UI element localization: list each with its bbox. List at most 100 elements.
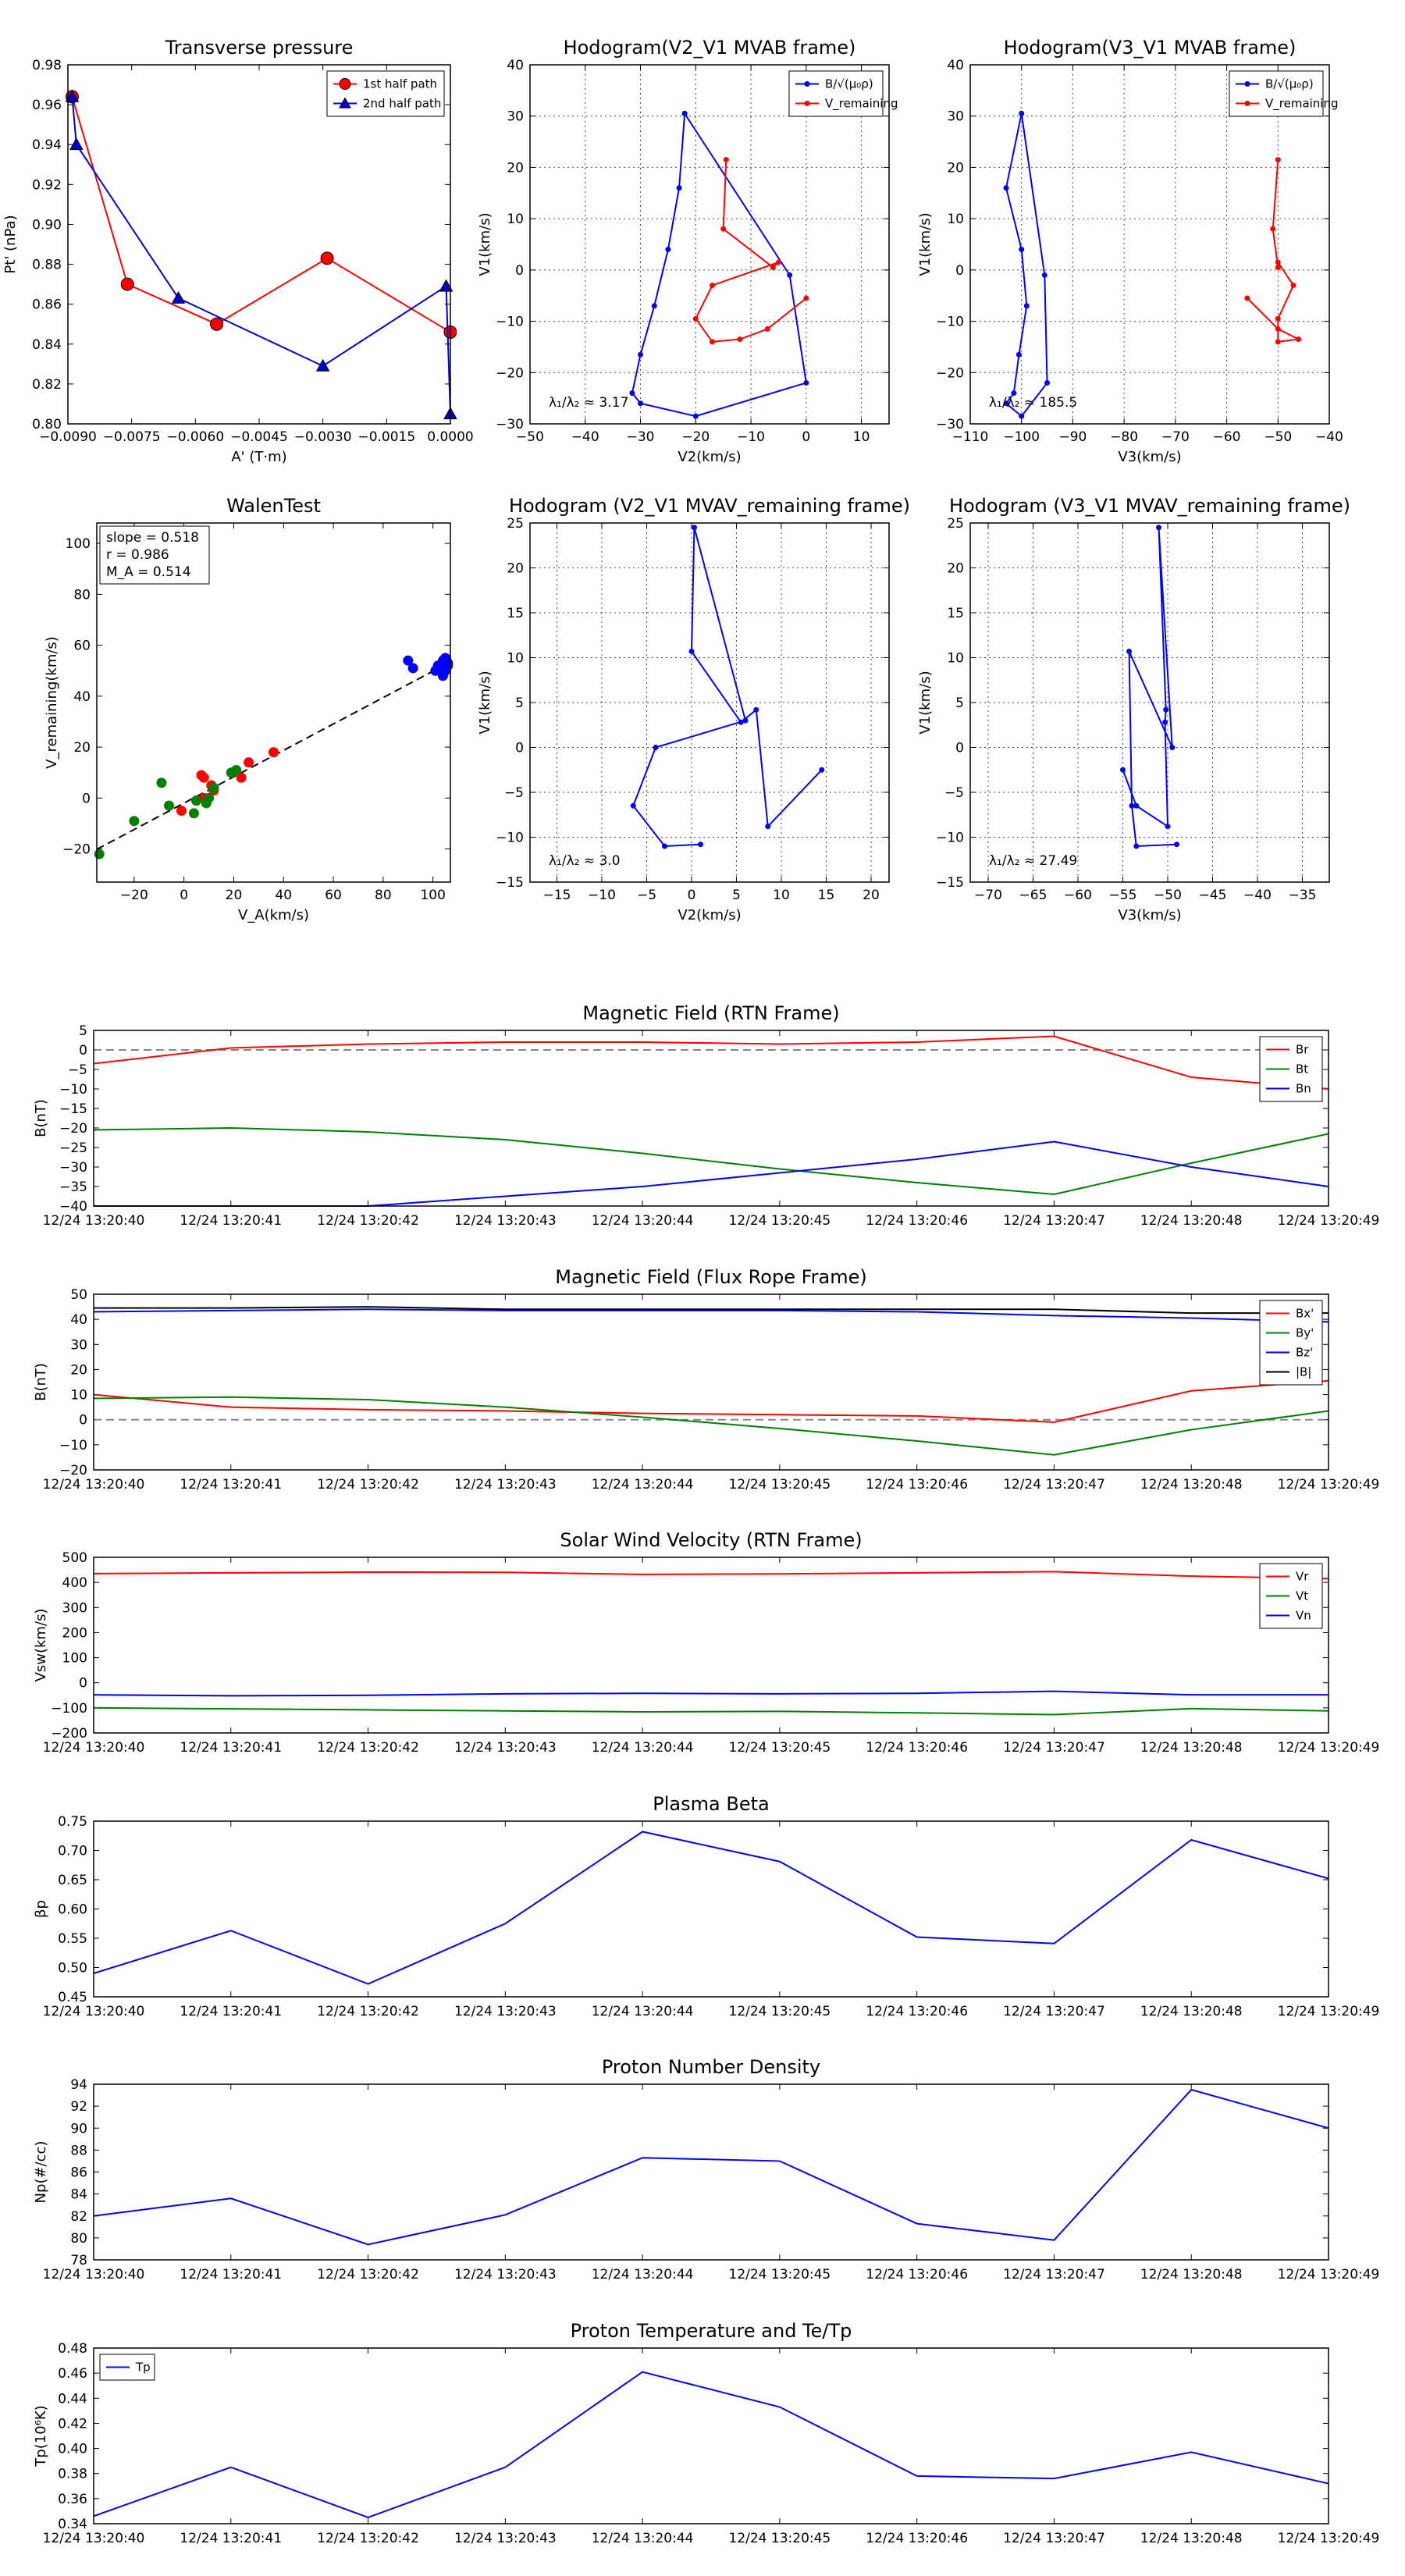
series-line-0: [93, 2371, 1329, 2519]
legend-box: [1259, 1300, 1323, 1386]
data-point: [1156, 525, 1161, 531]
data-point: [1275, 339, 1281, 345]
x-tick-label: −55: [1109, 888, 1137, 903]
y-tick-label: 40: [947, 58, 964, 73]
y-tick-label: 0.88: [32, 258, 62, 273]
ratio-annotation: λ₁/λ₂ ≈ 3.0: [549, 853, 621, 869]
data-point: [1129, 802, 1135, 809]
x-tick-label: 12/24 13:20:49: [1278, 2267, 1380, 2282]
x-tick-label: −0.0090: [39, 429, 97, 445]
y-tick-label: 0.80: [32, 417, 62, 432]
x-tick-label: −50: [516, 429, 544, 445]
x-tick-label: 12/24 13:20:48: [1140, 2531, 1243, 2546]
x-tick-label: 12/24 13:20:47: [1003, 2004, 1105, 2019]
y-axis-label: Vsw(km/s): [33, 1609, 49, 1682]
data-point: [1041, 272, 1048, 278]
y-tick-label: 0.40: [58, 2442, 87, 2457]
x-tick-label: 20: [226, 888, 243, 903]
x-tick-label: 12/24 13:20:41: [180, 1740, 282, 1756]
data-point: [1003, 185, 1009, 191]
legend: Br Bt Bn: [1259, 1036, 1323, 1102]
x-tick-label: −10: [588, 888, 616, 903]
chart-title: Hodogram(V3_V1 MVAB frame): [1004, 37, 1297, 59]
stats-line: r = 0.986: [106, 547, 169, 563]
data-point: [775, 259, 781, 265]
data-point: [1019, 413, 1025, 419]
y-tick-label: −15: [59, 1101, 87, 1117]
data-point: [1275, 265, 1281, 271]
x-tick-label: 12/24 13:20:43: [454, 2267, 557, 2282]
x-tick-label: −0.0045: [230, 429, 288, 445]
plot-frame: [969, 522, 1330, 883]
plot-frame: [96, 522, 451, 883]
data-point: [1275, 157, 1281, 163]
x-tick-label: 12/24 13:20:41: [180, 1213, 282, 1229]
legend-label: 2nd half path: [363, 97, 441, 111]
y-tick-label: 30: [507, 109, 524, 125]
chart-pt_vs_a: −0.0090 −0.0075 −0.0060 −0.0045 −0.0030 −0.00…: [2, 37, 474, 465]
y-tick-label: 20: [947, 561, 964, 577]
x-tick-label: 12/24 13:20:44: [592, 2531, 694, 2546]
series-line-2: [93, 1308, 1329, 1323]
x-tick-label: 12/24 13:20:45: [729, 2267, 831, 2282]
x-tick-label: −40: [1243, 888, 1272, 903]
series-line-0: [93, 2088, 1329, 2246]
x-tick-label: 12/24 13:20:41: [180, 2531, 282, 2546]
series-line-3: [94, 1306, 1329, 1315]
y-tick-label: 0: [79, 1413, 87, 1429]
data-point: [698, 841, 703, 848]
chart-title: Transverse pressure: [165, 37, 354, 59]
x-tick-label: 0: [688, 888, 696, 903]
series-line-1: [93, 1706, 1329, 1716]
data-point: [738, 719, 744, 725]
x-tick-label: 12/24 13:20:46: [866, 2531, 968, 2546]
x-tick-label: 12/24 13:20:40: [43, 1213, 145, 1229]
data-point: [407, 663, 418, 674]
x-tick-label: 12/24 13:20:48: [1140, 1740, 1243, 1756]
x-tick-label: 12/24 13:20:44: [592, 2267, 694, 2282]
data-point: [244, 757, 254, 768]
y-tick-label: 0.55: [58, 1931, 87, 1947]
x-axis-label: V3(km/s): [1118, 907, 1181, 923]
y-tick-label: 200: [62, 1625, 87, 1641]
y-tick-label: 300: [62, 1600, 87, 1616]
plot-area: [94, 1030, 1329, 1206]
data-point: [1169, 745, 1176, 750]
legend-label: B/√(μ₀ρ): [1265, 77, 1314, 91]
y-tick-label: −10: [59, 1438, 87, 1453]
data-point: [1275, 315, 1281, 322]
data-point: [1011, 390, 1017, 397]
chart-b_fr: 12/24 13:20:40 12/24 13:20:41 12/24 13:20:…: [33, 1266, 1379, 1493]
data-point: [665, 247, 671, 253]
y-tick-label: −35: [59, 1179, 87, 1195]
x-tick-label: −0.0075: [103, 429, 161, 445]
x-tick-label: 12/24 13:20:46: [866, 1213, 968, 1229]
data-point: [803, 295, 809, 301]
legend: Vr Vt Vn: [1259, 1563, 1323, 1629]
y-tick-label: −5: [68, 1062, 87, 1078]
x-tick-label: 12/24 13:20:40: [43, 2004, 145, 2019]
plot-frame: [529, 64, 890, 425]
x-tick-label: 12/24 13:20:48: [1140, 1477, 1243, 1493]
chart-title: Magnetic Field (Flux Rope Frame): [555, 1266, 866, 1288]
data-point: [691, 525, 697, 531]
data-point: [94, 849, 105, 859]
series-line-0: [93, 1571, 1329, 1580]
y-tick-label: 10: [70, 1388, 87, 1404]
plot-frame: [93, 1293, 1329, 1471]
x-tick-label: 12/24 13:20:44: [592, 2004, 694, 2019]
legend-box: [788, 70, 884, 117]
legend-label: Tp: [135, 2361, 151, 2375]
y-tick-label: −20: [59, 1463, 87, 1478]
y-tick-label: 25: [947, 516, 964, 532]
y-tick-label: −10: [936, 315, 964, 330]
data-point: [156, 777, 167, 788]
chart-b_rtn: 12/24 13:20:40 12/24 13:20:41 12/24 13:20:…: [33, 1002, 1379, 1229]
data-point: [1023, 303, 1030, 309]
x-tick-label: 12/24 13:20:46: [866, 1740, 968, 1756]
legend: 1st half path 2nd half path: [326, 70, 445, 117]
data-point: [630, 802, 636, 809]
y-tick-label: 20: [73, 740, 91, 756]
y-tick-label: 20: [947, 160, 964, 176]
